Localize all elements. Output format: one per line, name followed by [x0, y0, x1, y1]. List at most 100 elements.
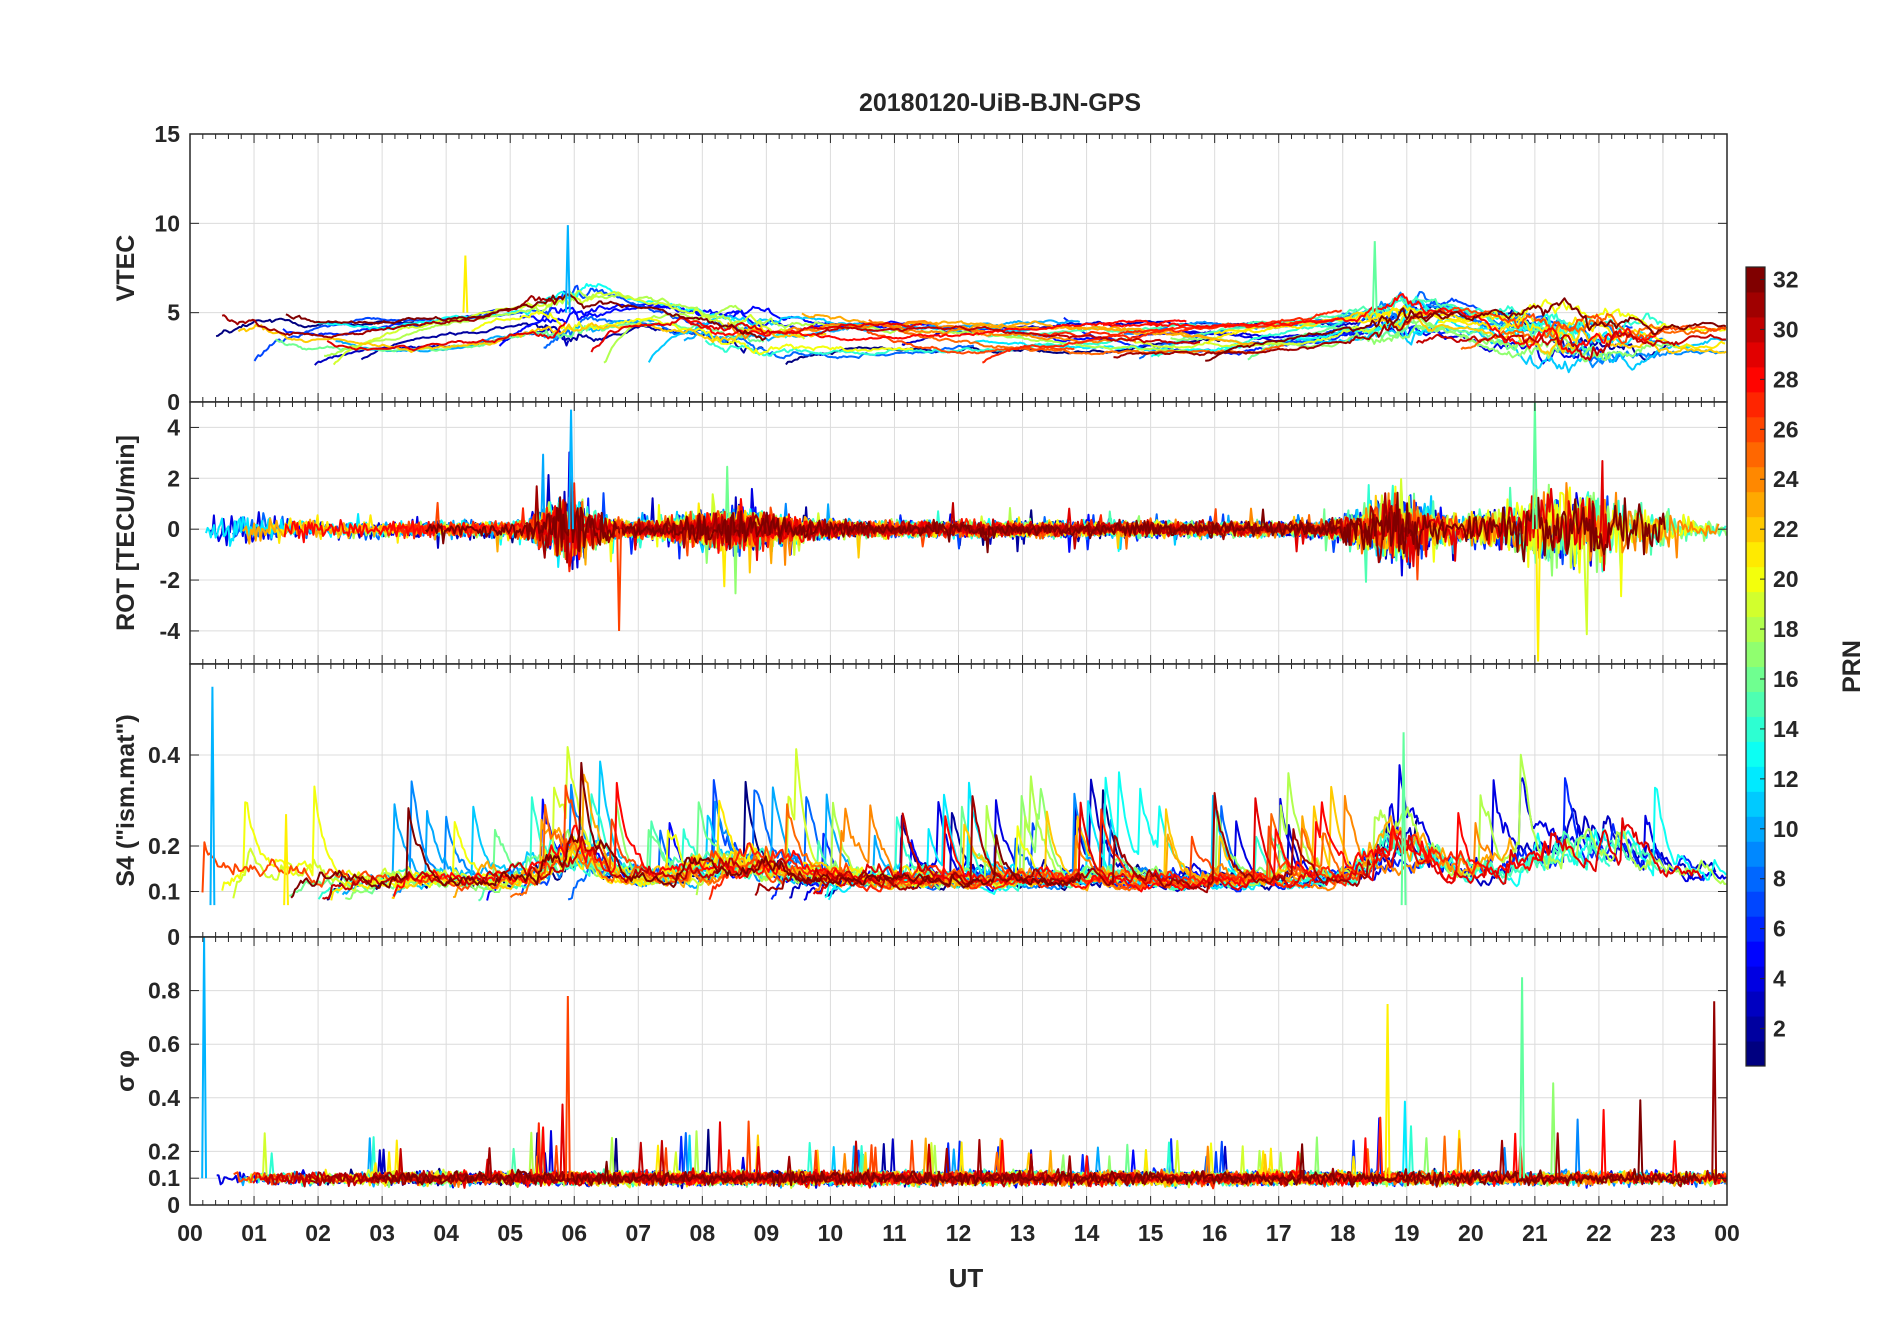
series-prn-31 [1113, 309, 1454, 359]
colorbar-segment [1746, 991, 1765, 1017]
colorbar-segment [1746, 916, 1765, 942]
x-tick-label: 23 [1650, 1220, 1676, 1246]
colorbar-tick-label: 16 [1773, 666, 1799, 692]
vtec-y-tick-label: 15 [154, 121, 180, 147]
s4-peak [1400, 732, 1407, 906]
sigma_phi-peak [564, 995, 571, 1179]
colorbar-tick-label: 28 [1773, 366, 1799, 392]
x-tick-label: 08 [690, 1220, 716, 1246]
vtec-y-tick-label: 0 [167, 389, 180, 415]
x-tick-label: 01 [241, 1220, 267, 1246]
s4-y-tick-label: 0.2 [148, 833, 180, 859]
colorbar-segment [1746, 866, 1765, 892]
colorbar-segment [1746, 616, 1765, 643]
vtec-peak [462, 255, 469, 313]
series-prn-30 [815, 325, 1201, 345]
series-prn-13 [1150, 295, 1587, 358]
colorbar-segment [1746, 541, 1765, 568]
rot-y-tick-label: -4 [160, 618, 181, 644]
colorbar-tick-label: 10 [1773, 816, 1799, 842]
s4-panel: 0 0.1 0.2 0.4 S4 ("ism.mat") [112, 663, 1728, 950]
figure-title: 20180120-UiB-BJN-GPS [859, 89, 1141, 117]
series-prn-12 [1365, 317, 1654, 347]
sigma_phi-y-tick-label: 0.1 [148, 1165, 180, 1191]
series-prn-29 [590, 316, 923, 353]
sigma_phi-y-label: σ φ [112, 1050, 140, 1092]
x-axis-tick-labels: 00 01 02 03 04 05 06 07 08 09 10 11 12 13 14 15 16 17 18 19… [177, 1220, 1740, 1246]
colorbar-tick-label: 6 [1773, 916, 1786, 942]
series-prn-32 [424, 491, 1666, 563]
rot-y-tick-label: 0 [167, 516, 180, 542]
x-tick-label: 18 [1330, 1220, 1356, 1246]
x-tick-label: 02 [305, 1220, 331, 1246]
rot-y-tick-label: -2 [160, 567, 180, 593]
vtec-y-label: VTEC [112, 235, 140, 302]
rot-peak [616, 529, 622, 631]
colorbar-segment [1746, 641, 1765, 667]
colorbar-segment [1746, 716, 1765, 742]
colorbar-segment [1746, 691, 1765, 717]
s4-x-ticks [189, 664, 1728, 937]
colorbar-tick-label: 32 [1773, 266, 1799, 292]
sigma_phi-y-tick-label: 0.8 [148, 978, 180, 1004]
sigma_phi-series [216, 1082, 1727, 1190]
series-prn-12 [971, 339, 1174, 352]
rot-panel: -4 -2 0 2 4 ROT [TECU/min] [112, 401, 1728, 665]
series-prn-18 [324, 289, 742, 357]
series-prn-25 [1460, 312, 1727, 351]
rot-x-ticks [189, 402, 1728, 664]
colorbar-segment [1746, 941, 1765, 967]
x-tick-label: 22 [1586, 1220, 1612, 1246]
series-prn-32 [371, 1099, 1699, 1188]
series-prn-22 [237, 322, 827, 353]
rot-y-tick-label: 4 [167, 414, 180, 440]
colorbar-segment [1746, 816, 1765, 842]
x-tick-label: 14 [1074, 1220, 1100, 1246]
x-tick-label: 21 [1522, 1220, 1548, 1246]
s4-y-label: S4 ("ism.mat") [112, 714, 140, 886]
colorbar-segment [1746, 566, 1765, 593]
colorbar-segment [1746, 791, 1765, 817]
rot-peak [568, 409, 574, 530]
series-prn-26 [866, 330, 1075, 355]
x-tick-label: 20 [1458, 1220, 1484, 1246]
s4-series [201, 746, 1727, 902]
series-prn-28 [679, 316, 1187, 342]
x-tick-label: 17 [1266, 1220, 1292, 1246]
series-prn-25 [509, 803, 1347, 899]
x-tick-label: 13 [1010, 1220, 1036, 1246]
series-prn-1 [215, 317, 415, 338]
series-prn-31 [307, 1132, 1727, 1188]
s4-y-tick-label: 0.1 [148, 879, 180, 905]
sigma_phi-peak [1519, 977, 1525, 1179]
vtec-peak [1371, 241, 1378, 313]
rot-y-tick-label: 2 [167, 465, 180, 491]
colorbar-segment [1746, 1041, 1765, 1067]
colorbar-segment [1746, 666, 1765, 692]
colorbar-tick-label: 30 [1773, 316, 1799, 342]
vtec-peak [564, 225, 571, 313]
colorbar-segment [1746, 441, 1765, 468]
series-prn-28 [1102, 293, 1657, 355]
s4-peak [283, 814, 289, 906]
colorbar-tick-label: 2 [1773, 1016, 1786, 1042]
vtec-panel: 0 5 10 15 VTEC [112, 121, 1728, 415]
s4-y-tick-label: 0 [167, 924, 180, 950]
x-tick-label: 10 [818, 1220, 844, 1246]
colorbar-tick-label: 20 [1773, 566, 1799, 592]
vtec-y-tick-label: 10 [154, 210, 180, 236]
series-prn-30 [1415, 330, 1726, 361]
x-tick-label: 05 [497, 1220, 523, 1246]
series-prn-26 [1404, 306, 1727, 344]
colorbar-segment [1746, 966, 1765, 992]
sigma_phi-x-ticks [189, 937, 1728, 1205]
s4-peak [209, 686, 216, 906]
x-tick-label: 11 [882, 1220, 907, 1246]
vtec-x-ticks [189, 134, 1728, 402]
colorbar-segment [1746, 391, 1765, 418]
series-prn-32 [290, 761, 1082, 899]
rot-peak [1535, 529, 1541, 662]
